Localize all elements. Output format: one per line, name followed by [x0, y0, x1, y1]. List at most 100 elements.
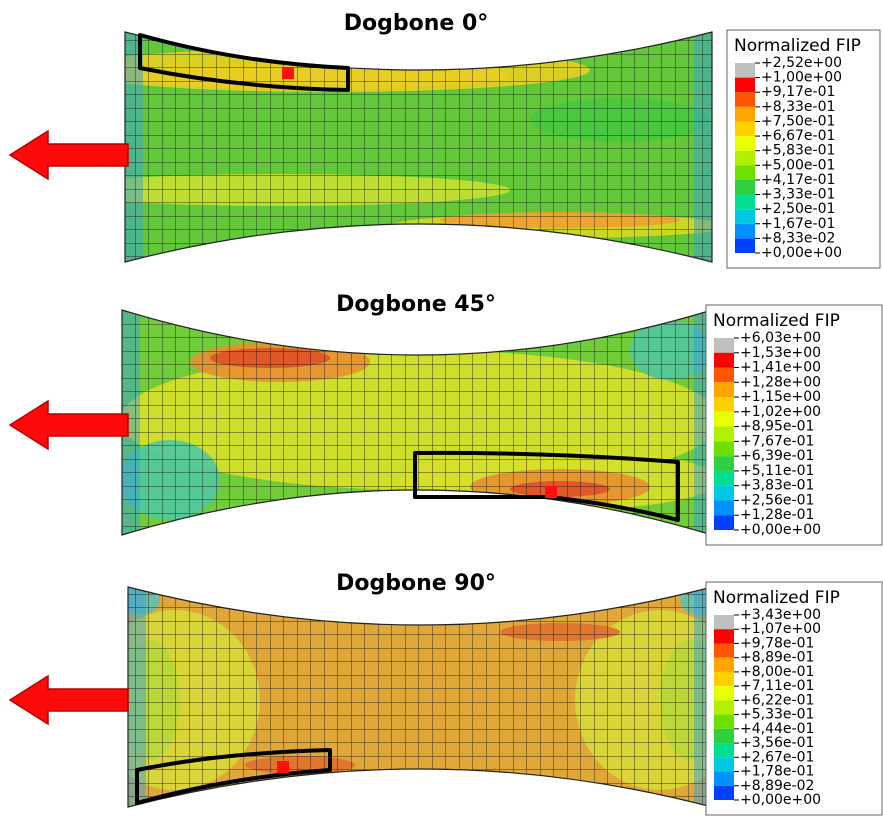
legend-title: Normalized FIP — [713, 588, 840, 608]
legend-swatch — [714, 441, 734, 457]
legend-swatch — [714, 470, 734, 486]
legend-swatch — [714, 757, 734, 772]
legend-swatch — [714, 743, 734, 758]
legend-swatch — [714, 771, 734, 786]
legend-swatch — [714, 367, 734, 383]
legend-label: +0,00e+00 — [740, 522, 821, 538]
legend-label: +1,28e-01 — [740, 507, 814, 523]
legend-swatch — [714, 426, 734, 442]
legend-label: +2,56e-01 — [740, 492, 814, 508]
load-arrow — [8, 674, 129, 726]
highlight-box — [138, 33, 350, 92]
legend-label: +9,78e-01 — [740, 635, 814, 651]
legend-label: +8,33e-01 — [761, 99, 835, 115]
legend-label: +1,02e+00 — [740, 404, 821, 420]
legend-label: +3,56e-01 — [740, 735, 814, 751]
mesh — [122, 310, 712, 535]
legend-title: Normalized FIP — [713, 311, 840, 331]
legend-swatch — [735, 121, 755, 137]
legend-swatch — [714, 485, 734, 501]
contours — [122, 310, 712, 535]
legend-swatch — [714, 714, 734, 729]
legend-label: +1,53e+00 — [740, 345, 821, 361]
legend-label: +6,39e-01 — [740, 448, 814, 464]
mesh — [128, 587, 712, 807]
legend-label: +5,00e-01 — [761, 157, 835, 173]
legend-swatch — [714, 456, 734, 471]
legend-label: +1,67e-01 — [761, 216, 835, 232]
legend-label: +1,78e-01 — [740, 764, 814, 780]
legend-swatch — [714, 500, 734, 516]
legend-label: +1,15e+00 — [740, 389, 821, 405]
legend-label: +7,50e-01 — [761, 113, 835, 129]
legend-swatch — [735, 179, 755, 195]
legend-label: +3,33e-01 — [761, 187, 835, 203]
legend-swatch — [735, 165, 755, 180]
legend-swatch — [735, 209, 755, 224]
legend-label: +6,67e-01 — [761, 128, 835, 144]
legend-swatch — [714, 629, 734, 644]
legend-label: +5,83e-01 — [761, 143, 835, 159]
legend-label: +3,43e+00 — [740, 607, 821, 623]
legend-swatch — [735, 194, 755, 210]
legend-box — [705, 581, 883, 816]
legend-swatch — [714, 785, 734, 800]
legend-label: +8,89e-01 — [740, 650, 814, 666]
legend-label: +7,11e-01 — [740, 678, 814, 694]
panel-title: Dogbone 90° — [336, 571, 496, 596]
legend-swatch — [735, 238, 755, 253]
contours — [128, 587, 712, 807]
max-point — [277, 761, 289, 773]
max-point — [545, 486, 557, 498]
legend-label: +8,33e-02 — [761, 230, 835, 246]
legend-swatch — [735, 136, 755, 151]
load-arrow — [8, 129, 129, 181]
legend-label: +4,17e-01 — [761, 172, 835, 188]
legend-swatch — [714, 643, 734, 658]
legend-label: +5,33e-01 — [740, 707, 814, 723]
legend-box — [705, 304, 883, 546]
legend-label: +8,89e-02 — [740, 778, 814, 794]
mesh — [125, 32, 712, 262]
legend-swatch — [714, 728, 734, 744]
legend-label: +1,00e+00 — [761, 70, 842, 86]
legend-label: +1,28e+00 — [740, 374, 821, 390]
legend-label: +8,00e-01 — [740, 664, 814, 680]
legend-swatch — [714, 671, 734, 687]
legend-swatch — [714, 615, 734, 630]
legend-label: +2,52e+00 — [761, 55, 842, 71]
legend-label: +6,03e+00 — [740, 330, 821, 346]
legend-swatch — [714, 411, 734, 427]
legend-label: +4,44e-01 — [740, 721, 814, 737]
legend-swatch — [735, 77, 755, 93]
panel: Dogbone 0° Normalized FIP+2,52e+00+1,00e+… — [8, 11, 881, 269]
legend-swatch — [714, 700, 734, 715]
legend-swatch — [714, 397, 734, 412]
panel-title: Dogbone 45° — [336, 292, 496, 317]
panel: Dogbone 45° Normalized FIP+6,03e+00+1,53e… — [8, 292, 883, 546]
legend-label: +0,00e+00 — [761, 245, 842, 261]
legend-swatch — [735, 150, 755, 166]
legend-label: +5,11e-01 — [740, 463, 814, 479]
legend-label: +2,50e-01 — [761, 201, 835, 217]
legend-label: +2,67e-01 — [740, 749, 814, 765]
legend-swatch — [735, 223, 755, 239]
legend-label: +8,95e-01 — [740, 419, 814, 435]
legend-label: +7,67e-01 — [740, 433, 814, 449]
legend-label: +9,17e-01 — [761, 84, 835, 100]
legend-swatch — [714, 382, 734, 398]
max-point — [282, 67, 294, 79]
legend-label: +1,41e+00 — [740, 360, 821, 376]
legend-swatch — [735, 92, 755, 107]
legend-swatch — [714, 515, 734, 530]
legend-swatch — [714, 657, 734, 672]
legend-swatch — [714, 338, 734, 353]
legend-title: Normalized FIP — [734, 36, 861, 56]
legend-label: +0,00e+00 — [740, 792, 821, 808]
legend-swatch — [735, 63, 755, 78]
legend-swatch — [735, 106, 755, 122]
contours — [125, 32, 712, 262]
legend-label: +3,83e-01 — [740, 478, 814, 494]
panel: Dogbone 90° Normalized FIP+3,43e+00+1,07e… — [8, 571, 883, 816]
